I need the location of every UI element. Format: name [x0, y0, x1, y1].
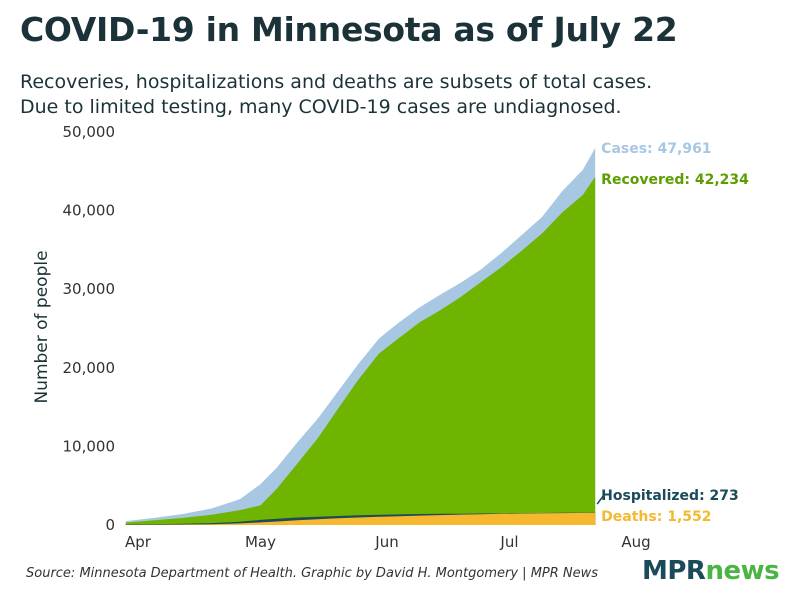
x-tick-label: May [245, 533, 276, 551]
y-tick-label: 20,000 [63, 359, 116, 377]
y-tick-label: 50,000 [63, 123, 116, 141]
subtitle-line-2: Due to limited testing, many COVID-19 ca… [20, 96, 622, 118]
end-label-cases: Cases: 47,961 [601, 141, 711, 157]
x-tick-label: Aug [621, 533, 650, 551]
area-deaths [125, 512, 596, 525]
end-label-recovered: Recovered: 42,234 [601, 172, 749, 188]
logo-part-2: news [705, 556, 780, 586]
hospitalized-leader-line [596, 495, 604, 505]
y-tick-label: 0 [105, 516, 115, 534]
y-axis-ticks: 0 10,000 20,000 30,000 40,000 50,000 [63, 123, 116, 534]
x-tick-label: Apr [125, 533, 152, 551]
chart-subtitle: Recoveries, hospitalizations and deaths … [20, 70, 780, 120]
series-end-labels: Cases: 47,961 Recovered: 42,234 Hospitaliz… [596, 141, 749, 525]
logo-part-1: MPR [642, 556, 706, 586]
x-axis-ticks: Apr May Jun Jul Aug [125, 533, 651, 551]
chart-areas [125, 148, 596, 526]
area-recovered [125, 176, 596, 526]
x-tick-label: Jun [374, 533, 398, 551]
subtitle-line-1: Recoveries, hospitalizations and deaths … [20, 71, 653, 93]
chart-title: COVID-19 in Minnesota as of July 22 [20, 10, 678, 49]
y-tick-label: 40,000 [63, 202, 116, 220]
end-label-deaths: Deaths: 1,552 [601, 509, 711, 525]
source-note: Source: Minnesota Department of Health. … [26, 566, 599, 581]
mpr-news-logo: MPRnews [642, 556, 780, 586]
y-tick-label: 30,000 [63, 280, 116, 298]
y-axis-label: Number of people [32, 250, 52, 403]
end-label-hospitalized: Hospitalized: 273 [601, 488, 739, 504]
y-tick-label: 10,000 [63, 437, 116, 455]
x-tick-label: Jul [499, 533, 518, 551]
